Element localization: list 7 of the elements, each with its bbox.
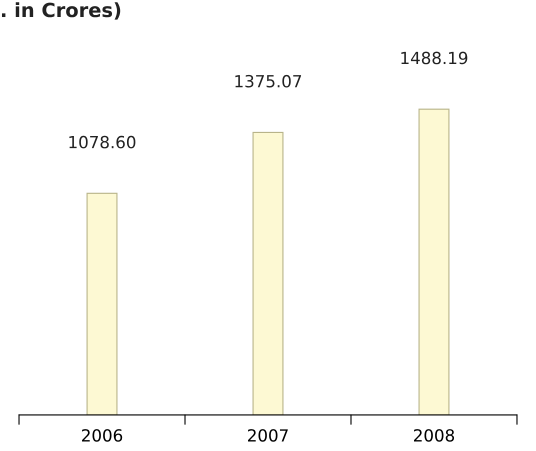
x-tick-label: 2007: [248, 429, 288, 442]
data-label: 1488.19: [401, 52, 468, 64]
data-label: 1078.60: [69, 136, 136, 148]
data-label: 1375.07: [235, 74, 302, 88]
x-tick-label: 2006: [82, 429, 122, 442]
chart-title: . in Crores): [2, 2, 120, 20]
x-tick-label: 2008: [414, 429, 454, 442]
